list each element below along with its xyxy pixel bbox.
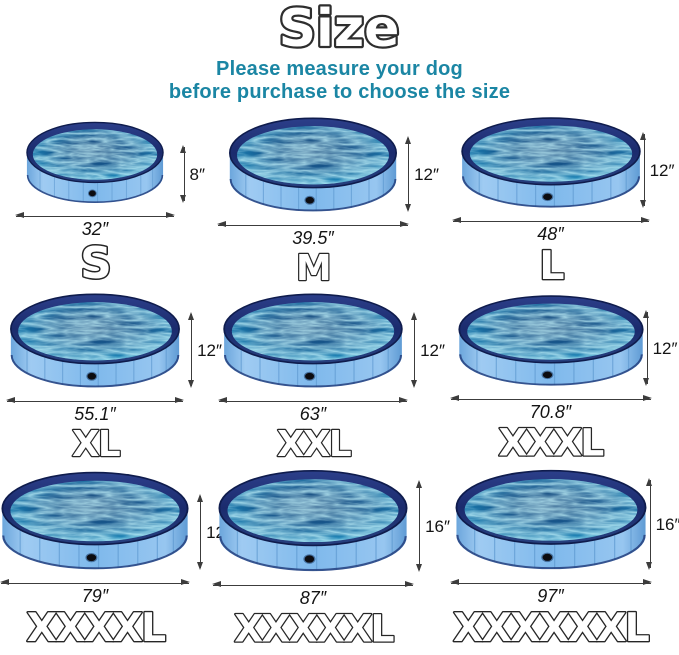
size-label-text: M [296,249,330,288]
width-label: 48″ [537,224,564,244]
width-arrow-icon [218,397,408,404]
height-dimension: 12″ [404,136,439,212]
height-arrow-icon [415,480,422,572]
pool-size-cell: 16″ 97″ XXXXXXL [440,464,679,650]
pool-graphic-wrap: 12″ [6,288,222,392]
height-label: 16″ [655,514,679,534]
height-label: 12″ [197,340,222,360]
pool-graphic-wrap: 12″ [454,290,678,390]
pool-size-cell: 8″ 32″ S [0,112,205,288]
height-dimension: 16″ [415,480,450,572]
width-label: 39.5″ [292,228,334,248]
pool-graphic-wrap: 12″ [457,112,675,212]
size-label-text: XXXXXXL [453,607,650,650]
width-arrow-icon [449,395,652,402]
size-label: XL [70,425,122,464]
height-arrow-icon [196,494,203,570]
pool-image [451,464,651,574]
height-label: 12″ [652,338,678,358]
subtitle: Please measure your dog before purchase … [0,58,679,104]
height-arrow-icon [640,132,647,208]
pool-size-cell: 12″ 79″ XXXXL [0,464,231,650]
size-label: XXL [275,425,353,464]
height-arrow-icon [646,478,653,570]
pool-graphic-wrap: 12″ [219,288,445,392]
width-label: 87″ [299,588,327,608]
height-label: 12″ [420,340,445,360]
pool-image [219,288,407,392]
height-dimension: 12″ [643,310,678,386]
width-arrow-icon [15,212,175,219]
pool-size-cell: 12″ 63″ XXL [204,288,445,464]
pool-image [214,464,412,576]
height-dimension: 16″ [646,478,679,570]
width-label: 97″ [537,586,564,606]
height-label: 12″ [649,160,675,180]
size-label: XXXXL [25,607,169,650]
pool-image [23,117,167,207]
height-arrow-icon [180,145,187,203]
pool-graphic-wrap: 16″ [214,464,450,576]
pool-size-cell: 12″ 39.5″ M [204,112,440,288]
width-label: 63″ [299,404,327,424]
width-arrow-icon [6,397,184,404]
size-label: XXXXXL [232,609,396,650]
height-dimension: 12″ [187,312,222,388]
height-dimension: 8″ [180,145,205,203]
size-label: XXXL [497,423,606,464]
pool-size-cell: 12″ 55.1″ XL [0,288,222,464]
width-arrow-icon [449,579,652,586]
width-label: 70.8″ [529,402,572,422]
size-label-text: XXXXL [26,607,165,650]
height-dimension: 12″ [410,312,445,388]
width-arrow-icon [451,217,650,224]
pool-size-cell: 12″ 48″ L [440,112,679,288]
height-arrow-icon [410,312,417,388]
pool-image [6,288,184,392]
pool-graphic-wrap: 12″ [225,112,439,216]
size-label-text: L [539,245,564,288]
width-label: 55.1″ [74,404,116,424]
pool-graphic-wrap: 12″ [0,466,231,574]
size-label-text: XXXL [498,423,603,464]
height-label: 12″ [414,164,439,184]
pool-image [0,466,193,574]
pool-graphic-wrap: 16″ [451,464,679,574]
height-arrow-icon [187,312,194,388]
width-arrow-icon [0,579,190,586]
height-arrow-icon [404,136,411,212]
width-label: 32″ [81,219,109,239]
pool-size-cell: 16″ 87″ XXXXXL [204,464,450,650]
size-label: L [537,245,566,288]
size-label: M [295,249,333,288]
pool-size-cell: 12″ 70.8″ XXXL [440,288,679,464]
size-label-text: XXXXXL [234,609,393,650]
width-label: 79″ [81,586,109,606]
height-dimension: 12″ [640,132,675,208]
page-title: Size [276,2,401,56]
height-label: 16″ [425,516,450,536]
pool-image [225,112,401,216]
width-arrow-icon [217,221,409,228]
height-label: 8″ [189,164,205,184]
width-arrow-icon [212,581,414,588]
subtitle-line-2: before purchase to choose the size [168,81,511,103]
size-label-text: XXL [276,425,350,464]
size-label-text: XL [71,425,119,464]
pool-graphic-wrap: 8″ [23,117,205,207]
page-title-text: Size [279,2,400,56]
pool-image [454,290,648,390]
subtitle-line-1: Please measure your dog [216,58,463,80]
pool-size-grid: 8″ 32″ S 12″ 39.5″ M 12″ 48 [0,112,679,650]
size-label-text: S [80,240,110,288]
size-label: XXXXXXL [452,607,653,650]
size-label: S [79,240,114,288]
height-arrow-icon [643,310,650,386]
pool-image [457,112,645,212]
